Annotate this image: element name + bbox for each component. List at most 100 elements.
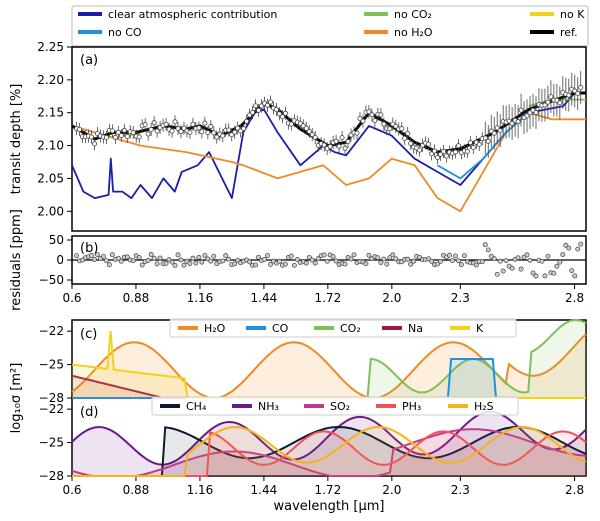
residual-point	[95, 252, 100, 257]
residual-point	[291, 262, 297, 268]
residual-point	[447, 252, 452, 258]
residual-point	[405, 256, 411, 262]
ytick-label: 50	[49, 233, 64, 247]
residual-point	[482, 242, 488, 248]
residual-point	[309, 257, 315, 263]
residual-point	[503, 258, 509, 263]
residual-point	[136, 255, 142, 260]
data-point	[429, 151, 435, 157]
xtick-label: 2.8	[565, 483, 584, 497]
ylabel-b: residuals [ppm]	[9, 209, 24, 311]
residual-point	[235, 257, 241, 263]
residual-point	[172, 262, 178, 268]
ytick-label: 2.20	[37, 73, 64, 87]
data-point	[497, 128, 503, 134]
data-point	[435, 154, 441, 160]
residual-point	[452, 253, 458, 259]
residual-point	[268, 261, 273, 267]
cross-section-fill	[72, 320, 586, 398]
data-point	[360, 118, 366, 124]
data-point	[405, 130, 411, 136]
residual-point	[321, 252, 327, 258]
legend-label: no H₂O	[394, 26, 433, 39]
top-legend: clear atmospheric contribution no CO no CO…	[71, 5, 589, 47]
residual-point	[378, 260, 384, 265]
residual-point	[202, 252, 208, 258]
data-point	[378, 112, 384, 118]
data-point	[464, 148, 470, 154]
data-point	[282, 110, 288, 116]
residual-point	[450, 258, 455, 264]
legend-label: Na	[408, 322, 423, 335]
data-point	[175, 126, 181, 132]
residual-point	[545, 253, 551, 259]
residual-point	[100, 253, 106, 259]
residual-point	[178, 257, 184, 263]
data-point	[267, 99, 273, 105]
data-point	[250, 110, 256, 116]
cross-section-fill	[72, 411, 586, 476]
data-point	[482, 135, 488, 141]
xlabel: wavelength [μm]	[274, 499, 385, 514]
ytick-label: 2.25	[37, 40, 64, 54]
data-point	[103, 134, 109, 140]
data-point	[205, 130, 211, 136]
cross-section-fill	[72, 427, 586, 476]
data-point	[327, 143, 333, 149]
data-point	[226, 127, 232, 133]
data-point	[533, 109, 539, 115]
data-point	[494, 125, 500, 131]
data-point	[366, 109, 372, 115]
data-point	[443, 153, 449, 159]
residual-point	[554, 263, 560, 269]
data-point	[515, 119, 521, 125]
residual-point	[429, 258, 435, 264]
residual-point	[387, 255, 393, 261]
ytick-label: −50	[39, 273, 64, 287]
residual-point	[324, 258, 330, 264]
data-point	[333, 138, 339, 144]
data-point	[455, 143, 461, 149]
cross-section-line	[71, 428, 587, 477]
data-point	[202, 120, 208, 126]
cross-section-fill	[72, 427, 586, 476]
ytick-label: 2.15	[37, 106, 64, 120]
data-point	[542, 102, 548, 108]
residual-point	[145, 257, 151, 263]
data-point	[381, 121, 387, 127]
data-point	[491, 130, 497, 136]
residual-point	[187, 261, 193, 266]
data-point	[214, 134, 220, 140]
legend-box	[151, 396, 519, 416]
residual-point	[109, 252, 115, 258]
data-point	[187, 129, 193, 135]
cross-section-fill	[72, 331, 586, 398]
residual-point	[154, 261, 160, 267]
residual-point	[157, 255, 163, 261]
data-point	[264, 102, 270, 108]
residual-point	[408, 261, 414, 267]
residual-point	[569, 268, 575, 274]
data-point	[518, 107, 524, 113]
legend-label: no CO₂	[394, 8, 432, 21]
legend-box	[169, 318, 517, 338]
data-point	[345, 138, 351, 144]
residual-point	[560, 252, 566, 257]
data-point	[235, 125, 241, 131]
residual-point	[455, 258, 461, 264]
legend-label: no CO	[108, 26, 142, 39]
residual-point	[485, 247, 491, 253]
residual-point	[524, 252, 530, 258]
residual-point	[103, 258, 109, 264]
residual-point	[557, 259, 563, 265]
residual-point	[509, 265, 515, 271]
panel-b-residuals	[74, 241, 584, 279]
residual-point	[139, 262, 145, 268]
legend-label: CH₄	[186, 400, 207, 413]
data-point	[124, 133, 130, 139]
ytick-label: −25	[39, 436, 64, 450]
data-point	[408, 140, 414, 146]
data-point	[244, 118, 250, 124]
ytick-label: 2.00	[37, 204, 64, 218]
residual-point	[226, 256, 232, 262]
